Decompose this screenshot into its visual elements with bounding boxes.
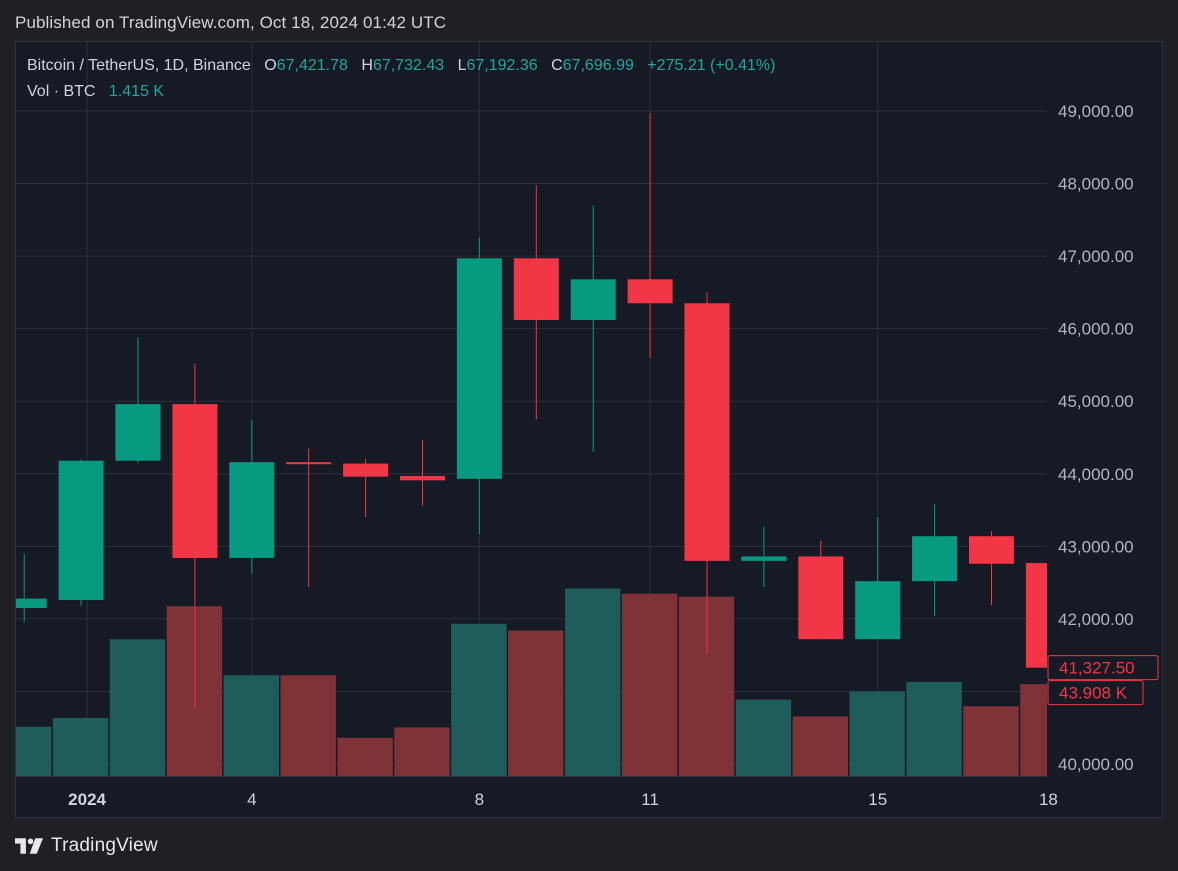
volume-bar bbox=[223, 675, 279, 776]
volume-bar bbox=[565, 588, 621, 776]
last-price-badge bbox=[1047, 655, 1159, 681]
candle-body bbox=[855, 581, 901, 640]
volume-legend-row: Vol · BTC 1.415 K bbox=[27, 82, 775, 108]
volume-bar bbox=[1020, 684, 1047, 776]
ohlc-legend-row: Bitcoin / TetherUS, 1D, Binance O67,421.… bbox=[27, 56, 775, 82]
candle-body bbox=[172, 404, 218, 558]
time-axis-tick-label: 15 bbox=[868, 790, 887, 809]
tradingview-brand: TradingView bbox=[51, 835, 158, 856]
published-caption: Published on TradingView.com, Oct 18, 20… bbox=[15, 13, 447, 32]
volume-layer bbox=[16, 588, 1047, 776]
candle-body bbox=[969, 536, 1014, 564]
volume-bar bbox=[849, 691, 905, 776]
volume-bar bbox=[337, 737, 393, 776]
last-price-label: 41,327.50 bbox=[1059, 659, 1135, 678]
candle-body bbox=[912, 536, 958, 582]
price-axis-tick-label: 46,000.00 bbox=[1058, 320, 1134, 339]
chart-panel[interactable]: 49,000.00 48,000.00 47,000.00 46,000.00 45,0… bbox=[15, 41, 1163, 818]
low-label: L bbox=[457, 57, 467, 74]
close-label: C bbox=[551, 57, 563, 74]
last-value-labels: 41,327.50 43.908 K bbox=[1047, 655, 1159, 706]
price-axis-tick-label: 44,000.00 bbox=[1058, 465, 1134, 484]
last-volume-label: 43.908 K bbox=[1059, 684, 1128, 703]
time-axis-tick-label: 18 bbox=[1039, 790, 1058, 809]
candle-body bbox=[400, 475, 445, 481]
volume-bar bbox=[735, 699, 792, 776]
candle-layer bbox=[16, 113, 1047, 708]
candle-body bbox=[684, 303, 730, 561]
candle-body bbox=[456, 258, 502, 479]
candle-body bbox=[627, 279, 673, 304]
open-value: 67,421.78 bbox=[276, 57, 348, 74]
tradingview-logo-icon bbox=[15, 838, 43, 854]
close-value: 67,696.99 bbox=[562, 57, 634, 74]
volume-bar bbox=[621, 593, 678, 776]
high-value: 67,732.43 bbox=[372, 57, 445, 74]
change-value: +275.21 (+0.41%) bbox=[647, 57, 776, 74]
high-label: H bbox=[361, 57, 373, 74]
volume-bar bbox=[52, 717, 109, 776]
chart-legend: Bitcoin / TetherUS, 1D, Binance O67,421.… bbox=[27, 56, 775, 108]
candle-body bbox=[286, 462, 332, 465]
price-axis-tick-label: 47,000.00 bbox=[1058, 247, 1134, 266]
volume-bar bbox=[109, 639, 166, 776]
price-axis-tick-label: 43,000.00 bbox=[1058, 537, 1134, 556]
last-volume-badge bbox=[1047, 680, 1144, 706]
volume-bar bbox=[792, 716, 848, 776]
candle-body bbox=[570, 279, 616, 320]
price-axis-tick-label: 45,000.00 bbox=[1058, 392, 1134, 411]
time-axis-tick-label: 8 bbox=[475, 790, 484, 809]
candle-body bbox=[513, 258, 559, 320]
time-axis-tick-label: 4 bbox=[247, 790, 256, 809]
price-axis-tick-label: 42,000.00 bbox=[1058, 610, 1134, 629]
candle-body bbox=[115, 404, 161, 461]
candle-body bbox=[16, 598, 47, 609]
price-axis-tick-label: 49,000.00 bbox=[1058, 102, 1134, 121]
volume-value: 1.415 K bbox=[108, 83, 165, 100]
volume-bar bbox=[280, 675, 336, 776]
symbol-title[interactable]: Bitcoin / TetherUS, 1D, Binance bbox=[27, 57, 251, 74]
time-axis[interactable]: 2024 4 8 11 15 18 bbox=[16, 776, 1058, 817]
candle-body bbox=[58, 460, 104, 601]
candle-body bbox=[741, 556, 787, 561]
volume-bar bbox=[963, 706, 1019, 776]
volume-bar bbox=[906, 681, 962, 776]
low-value: 67,192.36 bbox=[466, 57, 538, 74]
candle-body bbox=[343, 463, 389, 477]
candlestick-chart[interactable]: 49,000.00 48,000.00 47,000.00 46,000.00 45,0… bbox=[16, 42, 1162, 817]
price-axis-tick-label: 40,000.00 bbox=[1058, 755, 1134, 774]
volume-bar bbox=[508, 630, 564, 776]
volume-bar bbox=[16, 726, 52, 776]
volume-label[interactable]: Vol · BTC bbox=[27, 83, 96, 100]
time-axis-tick-label: 11 bbox=[641, 790, 659, 809]
price-axis-tick-label: 48,000.00 bbox=[1058, 175, 1134, 194]
open-label: O bbox=[264, 57, 277, 74]
tradingview-logo[interactable]: TradingView bbox=[15, 835, 158, 857]
volume-bar bbox=[394, 727, 450, 776]
candle-body bbox=[1025, 563, 1047, 668]
candle-body bbox=[798, 556, 844, 640]
volume-bar bbox=[451, 623, 507, 776]
candle-body bbox=[229, 462, 275, 558]
time-axis-background bbox=[16, 776, 1047, 817]
time-axis-tick-label: 2024 bbox=[68, 790, 106, 809]
